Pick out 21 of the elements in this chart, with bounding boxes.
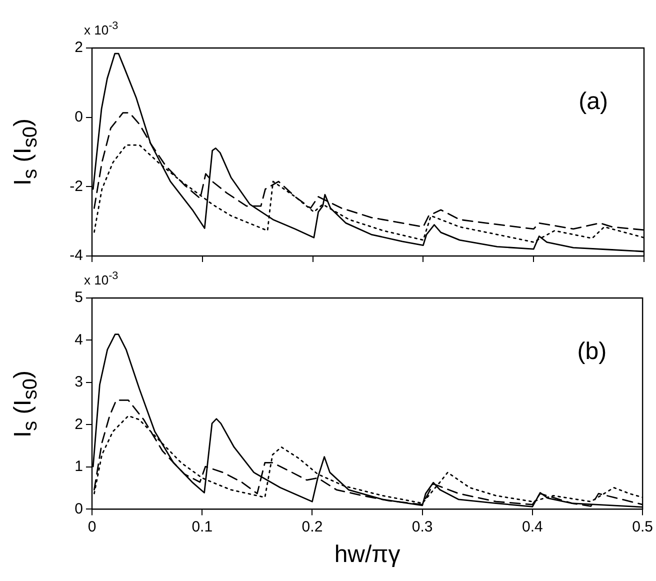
x-tick-label: 0.5 xyxy=(632,518,654,536)
y-tick-label: 0 xyxy=(74,500,83,518)
y-tick-label: 3 xyxy=(74,374,83,391)
y-tick-label: -2 xyxy=(70,178,83,195)
y-tick-label: 4 xyxy=(74,331,83,348)
y-tick-label: 2 xyxy=(74,39,83,56)
x-tick-label: 0.2 xyxy=(302,518,323,536)
text: x 10$^{-3}$ xyxy=(84,270,118,288)
y-tick-label: 5 xyxy=(74,289,83,306)
x-axis-title: hw/πγ xyxy=(334,541,400,568)
x-tick-label: 0.3 xyxy=(412,518,433,536)
y-tick-label: 1 xyxy=(74,458,83,476)
annotation: (b) xyxy=(577,338,607,366)
x-tick-label: 0.4 xyxy=(522,518,543,536)
y-tick-label: 2 xyxy=(74,416,83,433)
text: x 10$^{-3}$ xyxy=(84,20,118,38)
y-tick-label: 0 xyxy=(74,108,83,126)
x-tick-label: 0.1 xyxy=(192,518,213,536)
annotation: (a) xyxy=(578,88,608,116)
y-tick-label: -4 xyxy=(70,247,83,264)
x-tick-label: 0 xyxy=(88,518,96,536)
